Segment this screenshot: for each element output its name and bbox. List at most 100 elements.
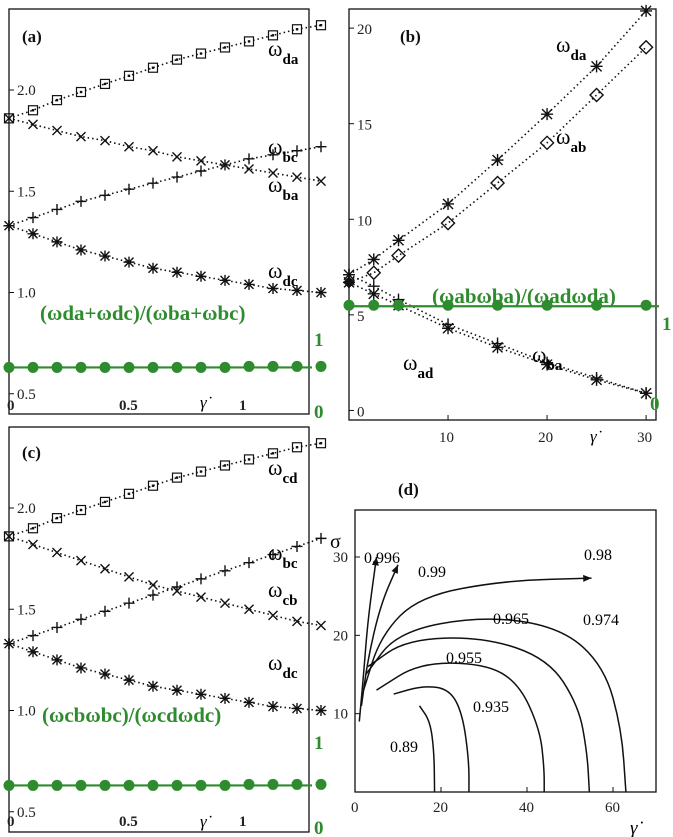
point bbox=[51, 95, 63, 106]
point bbox=[440, 215, 456, 231]
contour-0-label: 0.996 bbox=[364, 550, 400, 567]
point bbox=[315, 532, 327, 544]
contour-4: 0.965 bbox=[367, 611, 591, 793]
series-1-label: ωab bbox=[556, 124, 586, 156]
panel-c-x-symbol: γ̇ bbox=[200, 812, 212, 831]
point bbox=[27, 105, 39, 116]
panel-d-xlabel: γ̇ bbox=[630, 818, 643, 837]
series-1-line bbox=[8, 537, 322, 645]
y-tick-label: 2.0 bbox=[17, 501, 36, 517]
point bbox=[28, 539, 38, 550]
ratio-point bbox=[219, 779, 231, 791]
point bbox=[539, 135, 555, 151]
point bbox=[171, 266, 183, 278]
point bbox=[124, 141, 134, 152]
contour-7-line bbox=[418, 705, 436, 793]
ratio-point bbox=[27, 361, 39, 373]
point bbox=[640, 387, 653, 400]
point bbox=[243, 153, 255, 165]
x-tick-label: 30 bbox=[637, 430, 652, 446]
ratio-point bbox=[243, 778, 255, 790]
ratio-point bbox=[171, 779, 183, 791]
point bbox=[172, 586, 182, 597]
point bbox=[315, 438, 327, 449]
point bbox=[195, 573, 207, 585]
point bbox=[291, 442, 303, 453]
point bbox=[4, 113, 14, 124]
ratio-point bbox=[75, 361, 87, 373]
panel-a-x-symbol: γ̇ bbox=[200, 393, 212, 412]
ratio-point bbox=[591, 299, 603, 311]
panel-b-right-ratio-label: 1 bbox=[662, 314, 672, 335]
series-0-label: ωcd bbox=[268, 455, 298, 487]
point bbox=[589, 87, 605, 103]
series-3: ωba bbox=[343, 268, 653, 400]
point bbox=[3, 638, 15, 650]
series-1: ωbc bbox=[3, 134, 327, 232]
panel-c-right-zero-label: 0 bbox=[314, 818, 324, 837]
y-tick-label: 0 bbox=[357, 404, 365, 420]
ratio-point bbox=[51, 361, 63, 373]
panel-a-right-ratio-label: 1 bbox=[314, 330, 324, 351]
point bbox=[172, 151, 182, 162]
series-3-line bbox=[8, 642, 322, 712]
point bbox=[123, 597, 135, 609]
point bbox=[100, 135, 110, 146]
point bbox=[27, 212, 39, 224]
point bbox=[99, 496, 111, 508]
x-tick-label: 40 bbox=[519, 800, 534, 816]
point bbox=[291, 702, 303, 714]
point bbox=[367, 287, 380, 300]
x-tick-label: 0 bbox=[7, 398, 15, 414]
point bbox=[75, 662, 87, 674]
contour-1-label: 0.99 bbox=[418, 564, 446, 581]
series-1: ωbc bbox=[3, 532, 327, 650]
point bbox=[316, 620, 326, 631]
series-0-label: ωda bbox=[556, 32, 587, 64]
point bbox=[367, 253, 380, 266]
ratio-point bbox=[123, 361, 135, 373]
point bbox=[366, 265, 382, 281]
panel-c-frame bbox=[8, 426, 310, 833]
point bbox=[315, 20, 327, 31]
x-tick-label: 60 bbox=[605, 800, 620, 816]
point bbox=[244, 163, 254, 174]
series-3-line bbox=[8, 224, 322, 294]
contour-1-arrow bbox=[391, 564, 398, 574]
point bbox=[195, 48, 207, 59]
point bbox=[490, 175, 506, 191]
point bbox=[219, 42, 231, 53]
contour-6-label: 0.935 bbox=[473, 699, 509, 716]
point bbox=[243, 454, 255, 465]
point bbox=[148, 145, 158, 156]
ratio-point bbox=[243, 360, 255, 372]
series-1-label: ωbc bbox=[268, 540, 298, 572]
series-2-line bbox=[8, 117, 322, 182]
point bbox=[638, 39, 654, 55]
point bbox=[219, 692, 231, 704]
ratio-point bbox=[27, 779, 39, 791]
point bbox=[291, 145, 303, 157]
point bbox=[392, 234, 405, 247]
panel-c-ratio-label: (ωcbωbc)/(ωcdωdc) bbox=[42, 703, 221, 727]
contour-4-label: 0.965 bbox=[493, 611, 529, 628]
point bbox=[219, 460, 231, 471]
point bbox=[171, 472, 183, 483]
ratio-point bbox=[3, 361, 15, 373]
x-tick-label: 0 bbox=[351, 800, 359, 816]
ratio-point bbox=[315, 360, 327, 372]
contour-5-label: 0.955 bbox=[446, 650, 482, 667]
contour-1: 0.99 bbox=[360, 564, 446, 706]
ratio-point bbox=[75, 779, 87, 791]
y-tick-label: 0.5 bbox=[17, 387, 36, 403]
series-2-line bbox=[348, 281, 647, 395]
series-3-label: ωdc bbox=[268, 258, 298, 290]
point bbox=[244, 604, 254, 615]
contour-0-line bbox=[358, 556, 378, 722]
y-tick-label: 1.5 bbox=[17, 184, 36, 200]
series-2: ωcb bbox=[4, 531, 326, 631]
y-tick-label: 1.0 bbox=[17, 704, 36, 720]
point bbox=[99, 668, 111, 680]
point bbox=[195, 466, 207, 477]
